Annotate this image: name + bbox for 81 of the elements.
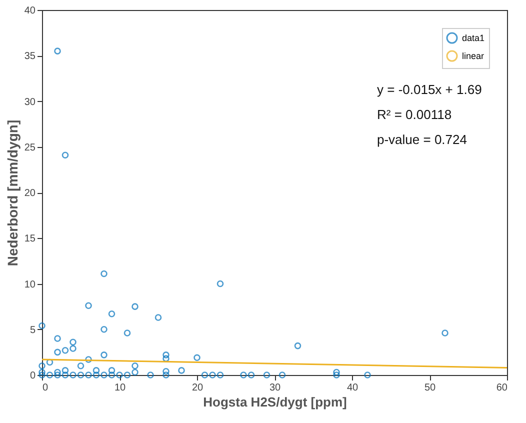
point bbox=[62, 372, 69, 378]
point bbox=[54, 335, 61, 342]
y-tick-label: 0 bbox=[30, 370, 36, 382]
point bbox=[442, 330, 448, 336]
point bbox=[162, 355, 170, 362]
point bbox=[216, 280, 224, 288]
point bbox=[85, 356, 92, 363]
point bbox=[54, 348, 61, 356]
y-tick-label: 35 bbox=[24, 51, 36, 62]
point bbox=[209, 372, 216, 378]
point bbox=[201, 372, 208, 378]
x-tick-label: 30 bbox=[269, 382, 281, 394]
point bbox=[100, 270, 108, 278]
point bbox=[62, 367, 69, 374]
y-tick-label: 10 bbox=[24, 279, 36, 290]
point bbox=[54, 48, 61, 54]
point bbox=[333, 368, 340, 376]
point bbox=[278, 372, 286, 378]
point bbox=[70, 345, 76, 352]
y-tick-label: 25 bbox=[24, 142, 36, 154]
point bbox=[85, 372, 92, 378]
x-tick-label: 60 bbox=[496, 382, 508, 394]
point bbox=[38, 322, 46, 330]
point bbox=[162, 352, 170, 358]
point bbox=[100, 326, 108, 333]
legend-label: linear bbox=[462, 51, 484, 61]
point bbox=[294, 342, 302, 350]
point bbox=[108, 367, 116, 374]
x-tick-label: 20 bbox=[192, 382, 204, 394]
point bbox=[46, 358, 54, 366]
point bbox=[92, 372, 100, 378]
x-tick-label: 50 bbox=[424, 382, 436, 394]
point bbox=[62, 152, 69, 158]
point bbox=[132, 303, 138, 310]
point bbox=[333, 372, 340, 378]
point bbox=[263, 372, 270, 378]
point bbox=[108, 310, 116, 318]
point bbox=[132, 362, 138, 370]
point bbox=[162, 368, 170, 375]
annotation: y = -0.015x + 1.69 bbox=[377, 82, 482, 97]
point bbox=[364, 372, 371, 378]
point bbox=[108, 372, 116, 378]
point bbox=[178, 367, 185, 374]
point bbox=[54, 368, 61, 376]
x-axis-title: Hogsta H2S/dygt [ppm] bbox=[203, 394, 347, 410]
point bbox=[54, 372, 61, 378]
point bbox=[240, 372, 247, 378]
x-tick-label: 0 bbox=[42, 382, 48, 394]
point bbox=[62, 346, 69, 354]
point bbox=[70, 338, 76, 346]
point bbox=[216, 372, 224, 378]
y-tick-label: 20 bbox=[24, 188, 36, 199]
point bbox=[162, 372, 170, 378]
point bbox=[194, 354, 200, 362]
point bbox=[248, 372, 255, 378]
point bbox=[46, 372, 54, 378]
point bbox=[77, 362, 84, 370]
point bbox=[154, 314, 162, 321]
point bbox=[38, 372, 46, 378]
point bbox=[116, 372, 123, 378]
point bbox=[124, 372, 131, 378]
point bbox=[124, 330, 131, 336]
annotation: R² = 0.00118 bbox=[377, 107, 452, 122]
x-tick-label: 10 bbox=[114, 382, 126, 394]
y-tick-label: 15 bbox=[24, 234, 36, 245]
y-tick-label: 30 bbox=[24, 96, 36, 108]
point bbox=[70, 372, 76, 378]
point bbox=[85, 302, 92, 310]
y-tick-label: 5 bbox=[30, 324, 36, 336]
point bbox=[100, 372, 108, 378]
point bbox=[100, 352, 108, 358]
point bbox=[38, 362, 46, 370]
point bbox=[147, 372, 154, 378]
point bbox=[132, 368, 138, 376]
x-tick-label: 40 bbox=[346, 382, 358, 394]
annotation: p-value = 0.724 bbox=[377, 132, 467, 147]
point bbox=[92, 367, 100, 374]
y-tick-label: 40 bbox=[24, 6, 36, 16]
point bbox=[77, 372, 84, 378]
y-axis-title: Nederbord [mm/dygn] bbox=[4, 120, 20, 266]
legend-label: data1 bbox=[462, 33, 485, 43]
